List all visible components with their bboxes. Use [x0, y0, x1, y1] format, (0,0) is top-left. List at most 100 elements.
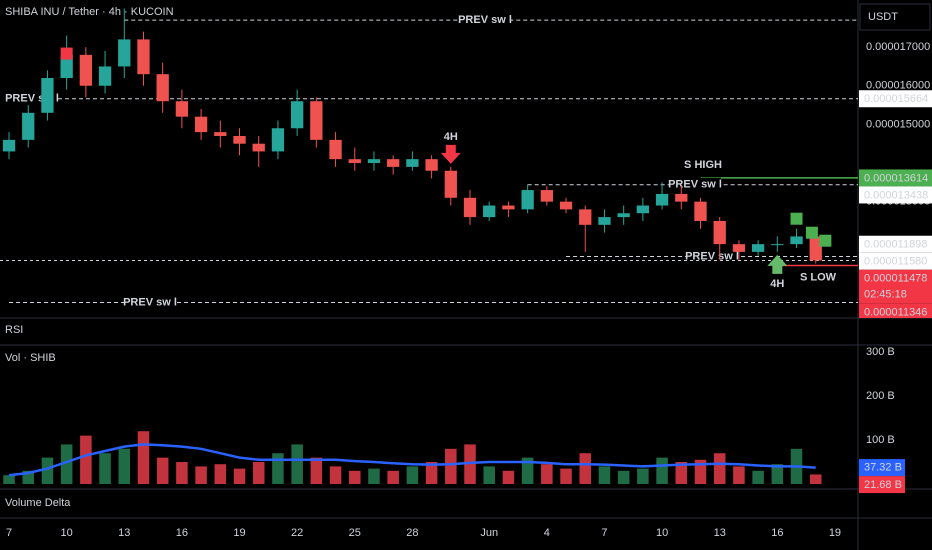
x-tick-label: 22 — [291, 527, 303, 539]
volume-bar — [560, 468, 572, 484]
volume-label: 21.68 B — [864, 479, 902, 491]
y-tick-label: 0.000015000 — [866, 118, 930, 130]
level-label: PREV sw l — [685, 250, 739, 262]
x-tick-label: 28 — [406, 527, 418, 539]
candle-body — [214, 132, 227, 136]
volume-bar — [733, 466, 745, 484]
volume-bar — [483, 466, 495, 484]
volume-bar — [118, 448, 131, 484]
volume-bar — [598, 466, 611, 484]
volume-bar — [713, 453, 726, 484]
flag — [819, 234, 832, 247]
currency[interactable]: USDT — [868, 11, 898, 23]
level-label: PREV sw l — [668, 179, 722, 191]
volume-bar — [60, 444, 73, 484]
volume-bar — [694, 459, 707, 484]
volume-bar — [233, 468, 246, 484]
price-label: 0.000013614 — [864, 172, 928, 184]
price-label-box — [859, 269, 932, 304]
x-tick-label: 13 — [714, 527, 726, 539]
volume-bar — [272, 453, 284, 484]
volume-bar — [809, 474, 822, 484]
y-tick-label: 100 B — [866, 434, 895, 446]
volume-bar — [156, 457, 169, 484]
volume-bar — [176, 462, 188, 484]
volume-bar — [675, 462, 688, 484]
volume-bar — [502, 470, 515, 484]
volume-bar — [329, 466, 342, 484]
candle-body — [290, 101, 304, 129]
y-tick-label: 0.000016000 — [866, 80, 930, 92]
candle-body — [655, 193, 669, 206]
flag — [790, 212, 803, 225]
candle-body — [521, 190, 534, 210]
candle-body — [156, 74, 169, 102]
label-bg — [124, 295, 176, 310]
volume-bar — [41, 457, 54, 484]
level-label: PREV sw l — [123, 296, 177, 308]
x-tick-label: 19 — [829, 527, 841, 539]
candle-body — [483, 205, 496, 218]
candle-body — [444, 170, 457, 198]
price-label-box — [859, 235, 932, 253]
candle-body — [367, 159, 381, 164]
volume-bar — [445, 448, 457, 484]
y-tick-label: 200 B — [866, 390, 895, 402]
volume-bar — [637, 468, 649, 484]
volume-bar — [579, 453, 592, 484]
candle-body — [579, 209, 592, 225]
volume-bar — [368, 468, 380, 484]
x-tick-label: 16 — [176, 527, 188, 539]
candle-body — [137, 39, 150, 75]
rsi-title: RSI — [5, 324, 23, 336]
candle-body — [194, 116, 208, 133]
volume-bar — [99, 453, 111, 484]
candle-body — [2, 139, 16, 152]
volume-bar — [252, 462, 265, 484]
price-label: 0.000010388 — [864, 324, 928, 336]
flag — [805, 226, 818, 239]
level-label: S HIGH — [684, 159, 722, 171]
x-tick-label: 7 — [601, 527, 607, 539]
candle-body — [617, 213, 630, 218]
candle-body — [252, 143, 265, 152]
candle-body — [425, 159, 438, 171]
candle-body — [675, 193, 688, 202]
x-tick-label: 7 — [6, 527, 12, 539]
volume-bar — [195, 466, 207, 484]
price-label-box — [859, 321, 932, 338]
candle-body — [559, 201, 573, 210]
volume-bar — [310, 457, 323, 484]
volume-bar — [521, 457, 534, 484]
x-tick-label: 19 — [233, 527, 245, 539]
annotation: 4H — [770, 278, 784, 290]
ma-label-box — [859, 459, 905, 477]
candle-body — [809, 236, 822, 261]
candle-body — [175, 101, 189, 117]
flag — [60, 47, 73, 60]
candle-body — [732, 244, 746, 252]
volume-bar — [425, 462, 438, 484]
price-label: 0.000013438 — [864, 189, 928, 201]
volume-bar — [214, 464, 227, 484]
level-label: PREV sw l — [458, 14, 512, 26]
x-tick-label: 10 — [656, 527, 668, 539]
price-label: 0.000015664 — [864, 93, 928, 105]
volume-bar — [617, 470, 630, 484]
candle-body — [502, 205, 515, 210]
price-label-box — [859, 169, 932, 187]
volume-bar — [464, 444, 476, 484]
volume-bar — [771, 464, 784, 484]
price-label-box — [859, 90, 932, 108]
currency-box[interactable] — [859, 3, 931, 31]
price-label-box — [859, 186, 932, 204]
candle-body — [22, 112, 35, 140]
candle-body — [387, 159, 400, 167]
volume-bar — [752, 470, 764, 484]
countdown: 02:45:18 — [864, 289, 907, 301]
volume-delta-title: Volume Delta — [5, 497, 71, 509]
candle-body — [60, 54, 73, 79]
candle-body — [348, 159, 361, 164]
